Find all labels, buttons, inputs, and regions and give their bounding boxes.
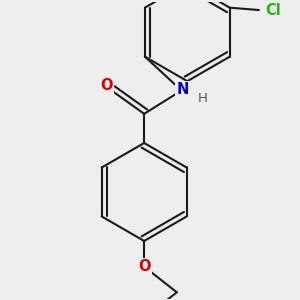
Text: N: N — [176, 82, 189, 97]
Text: O: O — [100, 78, 113, 93]
Text: O: O — [138, 259, 150, 274]
Text: H: H — [198, 92, 207, 105]
Text: Cl: Cl — [265, 2, 281, 17]
